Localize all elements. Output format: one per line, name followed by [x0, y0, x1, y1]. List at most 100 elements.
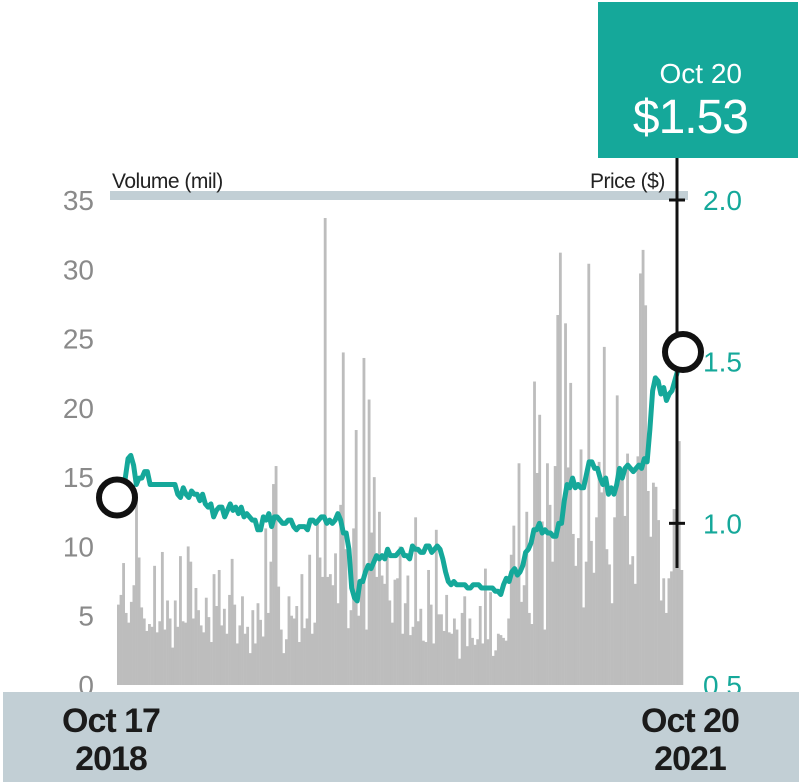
- volume-bar: [646, 491, 650, 685]
- volume-bar: [538, 414, 542, 685]
- volume-bar: [463, 596, 467, 685]
- volume-bar: [385, 554, 389, 685]
- volume-bar: [657, 520, 660, 685]
- volume-bar: [566, 467, 570, 685]
- volume-bar: [644, 305, 648, 685]
- volume-bar: [225, 633, 229, 685]
- volume-bar: [253, 643, 257, 685]
- volume-bar: [496, 633, 500, 685]
- volume-bar: [163, 629, 167, 685]
- volume-bar: [145, 630, 149, 685]
- volume-bar: [282, 653, 286, 685]
- volume-bar: [186, 546, 190, 685]
- volume-bar: [527, 612, 531, 685]
- start-date: Oct 17 2018: [51, 702, 171, 778]
- volume-bar: [651, 482, 655, 685]
- volume-bar: [476, 639, 480, 685]
- volume-bar: [393, 579, 397, 685]
- volume-bar: [499, 635, 503, 685]
- volume-bar: [530, 624, 534, 685]
- volume-bar: [442, 630, 446, 685]
- volume-bar: [354, 430, 358, 685]
- volume-bar: [204, 597, 208, 685]
- volume-bar: [148, 624, 151, 685]
- volume-bar: [181, 621, 185, 685]
- volume-bar: [458, 658, 461, 685]
- volume-bar: [427, 569, 430, 685]
- volume-bar: [429, 604, 433, 685]
- volume-bar: [409, 635, 412, 685]
- volume-bar: [284, 639, 288, 685]
- volume-bar: [440, 614, 443, 685]
- volume-bar: [297, 642, 301, 685]
- volume-bar: [445, 594, 449, 685]
- volume-bar: [569, 382, 573, 685]
- volume-tick-label: 35: [63, 185, 94, 216]
- price-axis-title: Price ($): [590, 170, 665, 193]
- volume-bar: [403, 603, 407, 685]
- volume-bar: [478, 606, 482, 685]
- volume-bar: [303, 628, 306, 685]
- volume-bar: [670, 571, 673, 685]
- start-marker: [96, 476, 138, 519]
- volume-bar: [230, 558, 234, 685]
- volume-bar: [238, 625, 242, 685]
- volume-bar: [140, 607, 144, 685]
- volume-bar: [359, 578, 363, 685]
- volume-bar: [191, 618, 195, 685]
- price-callout: Oct 20 $1.53: [598, 2, 798, 158]
- price-tick-label: 1.5: [703, 347, 742, 378]
- volume-bar: [222, 608, 226, 685]
- volume-bar: [551, 561, 555, 685]
- volume-bar: [339, 504, 343, 685]
- volume-bar: [279, 629, 283, 685]
- volume-bar: [553, 466, 557, 685]
- volume-bar: [390, 622, 394, 685]
- volume-bar: [310, 633, 314, 685]
- volume-bar: [323, 218, 327, 685]
- volume-bar: [241, 596, 244, 685]
- volume-bar: [308, 554, 312, 685]
- volume-bar: [316, 522, 319, 685]
- volume-bar: [290, 615, 293, 685]
- volume-bar: [424, 642, 428, 685]
- volume-bar: [160, 551, 164, 685]
- volume-bar: [383, 583, 387, 685]
- volume-bar: [210, 642, 213, 685]
- volume-bar: [349, 610, 353, 685]
- volume-bar: [199, 625, 203, 685]
- volume-bar: [613, 517, 617, 685]
- volume-bar: [251, 610, 255, 685]
- volume-bar: [437, 614, 441, 685]
- start-year: 2018: [75, 740, 148, 778]
- volume-bar: [171, 647, 175, 685]
- price-tick-label: 1.0: [703, 508, 742, 539]
- end-marker: [662, 330, 704, 373]
- volume-bar: [398, 546, 402, 685]
- end-month-day: Oct 20: [641, 702, 740, 740]
- volume-bar: [401, 633, 405, 685]
- volume-bar: [367, 399, 371, 685]
- volume-bar: [432, 643, 436, 685]
- volume-bar: [269, 561, 273, 685]
- volume-bar: [287, 596, 291, 685]
- volume-bar: [277, 586, 281, 685]
- volume-bar: [515, 574, 518, 685]
- callout-price: $1.53: [632, 91, 749, 144]
- volume-bar: [127, 622, 131, 685]
- start-month-day: Oct 17: [62, 702, 161, 740]
- volume-bar: [633, 583, 637, 685]
- axis-title-band: [110, 191, 688, 200]
- volume-bar: [256, 603, 260, 685]
- volume-bar: [615, 395, 619, 685]
- volume-bar: [639, 273, 642, 685]
- volume-bar: [664, 612, 668, 685]
- volume-bar: [347, 628, 350, 685]
- volume-bar: [623, 515, 627, 685]
- volume-bar: [489, 592, 492, 685]
- volume-tick-label: 10: [63, 531, 94, 562]
- volume-bar: [142, 618, 146, 685]
- volume-bar: [543, 629, 547, 685]
- volume-bar: [189, 561, 193, 685]
